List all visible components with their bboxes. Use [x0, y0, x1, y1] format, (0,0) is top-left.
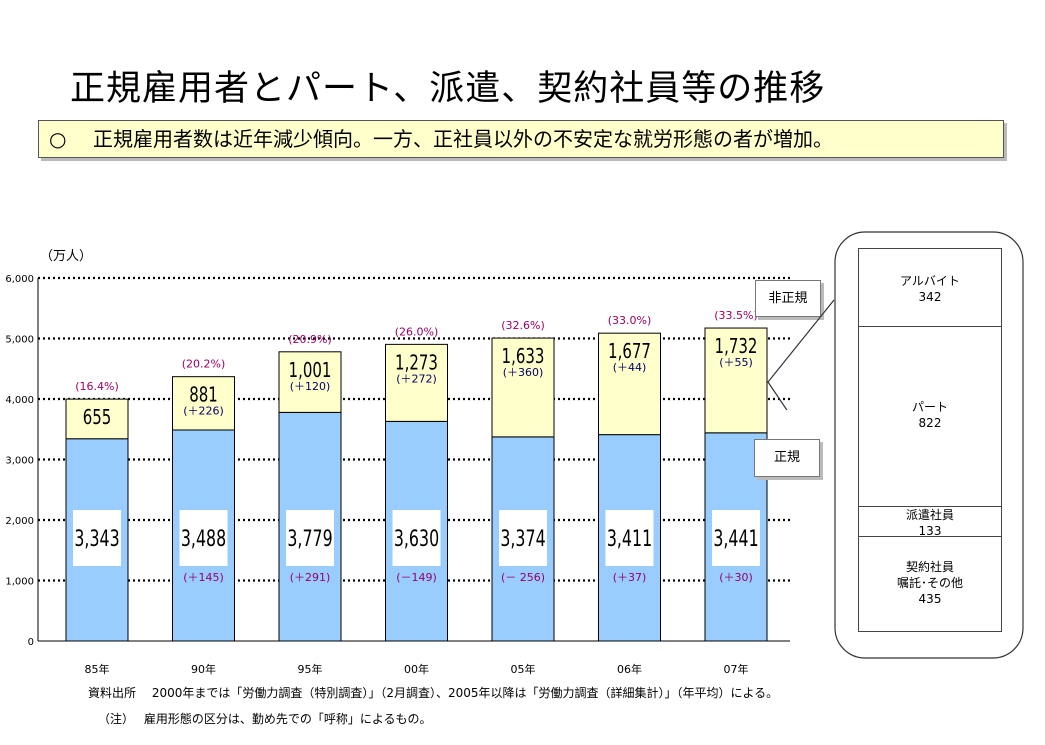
footnote: （注） 雇用形態の区分は、勤め先での「呼称」によるもの。: [98, 712, 432, 726]
breakdown-divider: [859, 506, 1001, 507]
x-tick-label: 05年: [511, 662, 536, 676]
x-tick-label: 00年: [404, 662, 429, 676]
regular-value-box: [499, 510, 547, 566]
summary-box: ○ 正規雇用者数は近年減少傾向。一方、正社員以外の不安定な就労形態の者が増加。: [38, 120, 1004, 158]
page-title: 正規雇用者とパート、派遣、契約社員等の推移: [70, 69, 826, 109]
breakdown-dispatch: 派遣社員 133: [905, 508, 954, 538]
regular-value-label: 3,630: [394, 525, 439, 551]
x-tick-label: 07年: [724, 662, 749, 676]
x-tick-label: 90年: [191, 662, 216, 676]
breakdown-contract: 契約社員 嘱託･その他 435: [896, 560, 963, 606]
x-tick-label: 85年: [85, 662, 110, 676]
bar-non-regular: [598, 332, 661, 436]
bar-non-regular: [172, 376, 235, 431]
y-axis-unit-label: （万人）: [40, 249, 92, 264]
non-regular-change-label: (＋272): [396, 372, 437, 385]
regular-value-label: 3,374: [500, 525, 545, 551]
breakdown-divider: [859, 536, 1001, 537]
source-note: 資料出所 2000年までは「労働力調査（特別調査）」（2月調査）、2005年以降…: [88, 686, 779, 700]
regular-value-box: [179, 510, 228, 566]
ratio-label: (26.0%): [395, 325, 439, 338]
breakdown-pa-to: パート 822: [911, 400, 948, 430]
breakdown-divider: [859, 326, 1001, 327]
non-regular-value-label: 1,732: [715, 336, 758, 359]
ratio-label: (20.2%): [182, 358, 226, 371]
regular-change-label: (＋30): [719, 571, 753, 584]
regular-value-box: [712, 510, 760, 566]
legend-non-regular: 非正規: [755, 280, 821, 317]
y-tick-label: 4,000: [5, 395, 34, 406]
bar-non-regular: [65, 398, 129, 440]
ratio-label: (16.4%): [75, 380, 119, 393]
y-tick-label: 3,000: [5, 456, 34, 467]
regular-value-box: [392, 510, 441, 566]
breakdown-part-time: アルバイト 342: [900, 274, 960, 304]
ratio-label: (32.6%): [501, 319, 545, 332]
regular-value-label: 3,441: [713, 525, 758, 551]
regular-value-label: 3,488: [181, 525, 226, 551]
y-tick-label: 6,000: [5, 274, 34, 285]
x-tick-label: 95年: [298, 662, 323, 676]
ratio-label: (20.9%): [288, 333, 332, 346]
non-regular-change-label: (＋120): [290, 380, 331, 393]
bar-non-regular: [491, 337, 555, 438]
regular-value-label: 3,411: [607, 525, 652, 551]
regular-value-box: [286, 510, 334, 566]
regular-change-label: (＋145): [183, 571, 224, 584]
non-regular-value-label: 1,677: [608, 341, 651, 364]
regular-value-box: [605, 510, 654, 566]
regular-change-label: (－149): [396, 571, 437, 584]
non-regular-change-label: (＋44): [613, 361, 647, 374]
bar-non-regular: [385, 343, 448, 422]
regular-change-label: (＋37): [613, 571, 647, 584]
regular-change-label: (－ 256): [501, 571, 545, 584]
non-regular-value-label: 655: [83, 407, 112, 430]
y-tick-label: 1,000: [5, 577, 34, 588]
y-tick-label: 2,000: [5, 516, 34, 527]
non-regular-change-label: (＋226): [183, 405, 224, 418]
regular-value-label: 3,343: [74, 525, 119, 551]
x-tick-label: 06年: [617, 662, 642, 676]
bar-non-regular: [278, 351, 342, 413]
summary-text: 正規雇用者数は近年減少傾向。一方、正社員以外の不安定な就労形態の者が増加。: [93, 127, 833, 151]
regular-value-box: [73, 510, 121, 566]
regular-value-label: 3,779: [287, 525, 332, 551]
non-regular-change-label: (＋55): [719, 356, 753, 369]
legend-regular: 正規: [754, 439, 820, 477]
non-regular-value-label: 1,273: [395, 352, 438, 375]
bar-non-regular: [704, 327, 768, 434]
non-regular-value-label: 881: [189, 385, 218, 408]
circle-bullet-icon: ○: [49, 127, 67, 151]
breakdown-box: アルバイト 342 パート 822 派遣社員 133 契約社員 嘱託･その他 4…: [858, 248, 1002, 632]
non-regular-value-label: 1,633: [502, 346, 545, 369]
callout-connector: [767, 299, 835, 410]
y-tick-label: 0: [28, 637, 34, 648]
non-regular-value-label: 1,001: [289, 360, 332, 383]
ratio-label: (33.5%): [714, 309, 758, 322]
y-tick-label: 5,000: [5, 335, 34, 346]
non-regular-change-label: (＋360): [503, 366, 544, 379]
ratio-label: (33.0%): [608, 314, 652, 327]
regular-change-label: (＋291): [290, 571, 331, 584]
